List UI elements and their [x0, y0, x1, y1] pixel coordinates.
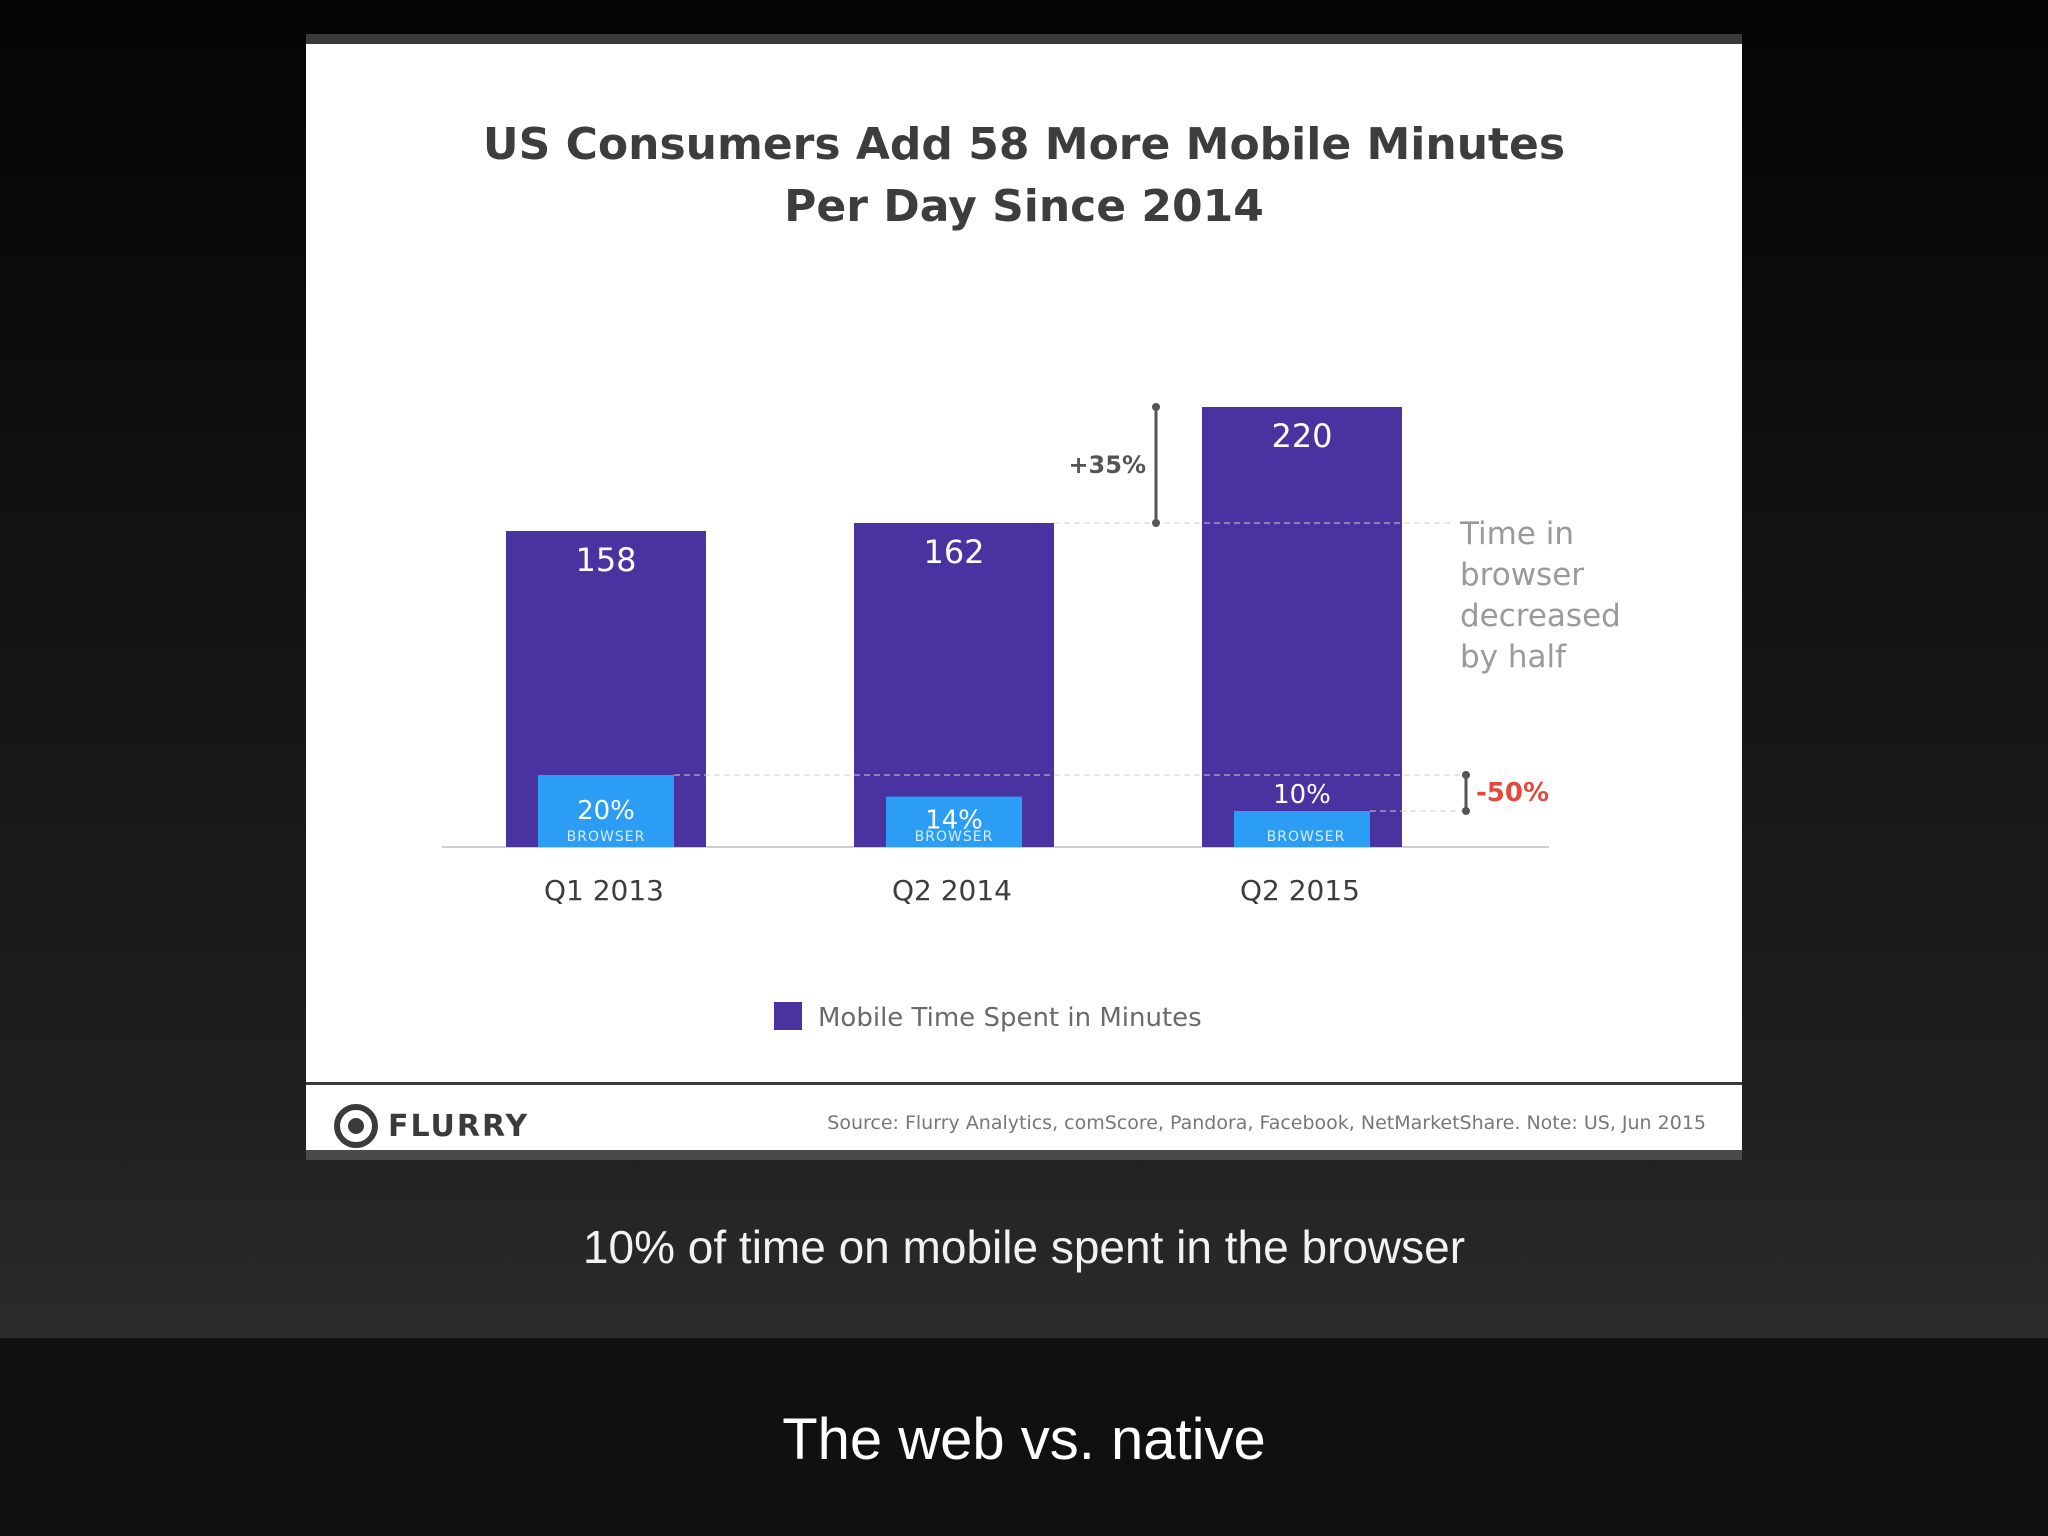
slide-title: The web vs. native	[782, 1407, 1266, 1472]
browser-share-label: 14%	[925, 806, 983, 836]
growth-annotation: +35%	[1068, 451, 1146, 479]
bar-total	[854, 523, 1054, 847]
chart-card: US Consumers Add 58 More Mobile Minutes …	[306, 34, 1742, 1160]
x-tick-label: Q1 2013	[544, 874, 664, 907]
chart-title: US Consumers Add 58 More Mobile Minutes …	[482, 119, 1566, 232]
growth-bracket-cap-top	[1152, 403, 1160, 411]
source-note: Source: Flurry Analytics, comScore, Pand…	[827, 1112, 1706, 1134]
side-note-line: decreased	[1460, 598, 1621, 634]
footer-divider	[306, 1082, 1742, 1085]
browser-word-label: BROWSER	[567, 829, 646, 845]
bar-value-label: 162	[923, 533, 984, 571]
side-note-line: browser	[1460, 557, 1584, 593]
slide-caption: 10% of time on mobile spent in the brows…	[582, 1221, 1466, 1273]
bar-total	[1202, 407, 1402, 847]
legend-label: Mobile Time Spent in Minutes	[818, 1003, 1202, 1033]
browser-change-annotation: -50%	[1476, 778, 1549, 808]
browser-share-label: 20%	[577, 796, 635, 826]
bar-browser	[1234, 811, 1370, 847]
bar-browser	[538, 775, 674, 847]
bar-browser	[886, 796, 1022, 847]
bar-value-label: 158	[575, 541, 636, 579]
browser-share-label: 10%	[1273, 780, 1331, 810]
growth-bracket-cap-bottom	[1152, 519, 1160, 527]
side-note-line: by half	[1460, 639, 1567, 675]
bar-value-label: 220	[1271, 417, 1332, 455]
x-tick-label: Q2 2014	[892, 874, 1012, 907]
browser-word-label: BROWSER	[1267, 829, 1346, 845]
flurry-logo-icon	[334, 1104, 378, 1148]
brand-logo: FLURRY	[334, 1096, 529, 1156]
legend-swatch	[774, 1002, 802, 1030]
browser-word-label: BROWSER	[915, 829, 994, 845]
slide-title-bar	[0, 1338, 2048, 1536]
brand-name: FLURRY	[388, 1108, 530, 1144]
side-note-line: Time in	[1459, 516, 1574, 552]
x-tick-label: Q2 2015	[1240, 874, 1360, 907]
browser-bracket-cap-bottom	[1462, 807, 1470, 815]
slide-area: US Consumers Add 58 More Mobile Minutes …	[0, 0, 2048, 1338]
browser-bracket-cap-top	[1462, 771, 1470, 779]
